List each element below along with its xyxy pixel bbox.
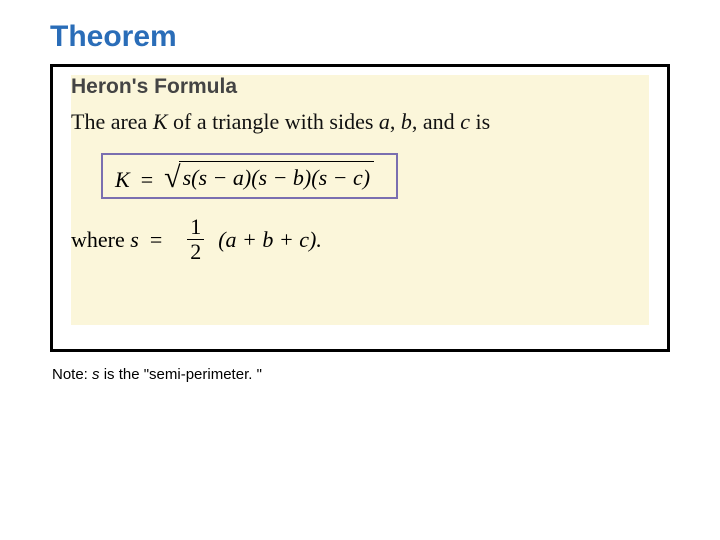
where-label: where: [71, 227, 130, 252]
desc-sep1: ,: [390, 109, 401, 134]
footnote: Note: s is the "semi-perimeter. ": [52, 366, 670, 383]
theorem-description: The area K of a triangle with sides a, b…: [71, 109, 649, 135]
note-prefix: Note:: [52, 366, 92, 383]
formula-eq: =: [130, 167, 164, 192]
theorem-title: Theorem: [50, 20, 670, 54]
formula-box: K = √ s(s − a)(s − b)(s − c): [101, 153, 398, 199]
note-var-s: s: [92, 366, 100, 383]
where-line: where s = 1 2 (a + b + c).: [71, 215, 649, 264]
where-eq: =: [139, 227, 173, 252]
desc-suffix: is: [470, 109, 490, 134]
desc-var-c: c: [460, 109, 470, 134]
fraction-numerator: 1: [187, 215, 204, 240]
fraction-half: 1 2: [187, 215, 204, 264]
theorem-box: Heron's Formula The area K of a triangle…: [50, 64, 670, 352]
desc-var-K: K: [153, 109, 168, 134]
slide-page: Theorem Heron's Formula The area K of a …: [0, 0, 720, 540]
where-var-s: s: [130, 227, 139, 252]
sqrt-expression: √ s(s − a)(s − b)(s − c): [164, 161, 374, 193]
desc-sep2: , and: [412, 109, 460, 134]
desc-var-b: b: [401, 109, 412, 134]
theorem-panel: Heron's Formula The area K of a triangle…: [71, 75, 649, 325]
formula-name: Heron's Formula: [71, 75, 649, 99]
sqrt-body: s(s − a)(s − b)(s − c): [179, 161, 375, 193]
desc-mid: of a triangle with sides: [168, 109, 379, 134]
note-rest: is the "semi-perimeter. ": [100, 366, 262, 383]
where-paren: (a + b + c).: [218, 227, 322, 253]
formula-K: K: [115, 167, 130, 192]
desc-var-a: a: [379, 109, 390, 134]
desc-prefix: The area: [71, 109, 153, 134]
fraction-denominator: 2: [187, 240, 204, 264]
where-text: where s =: [71, 227, 173, 253]
